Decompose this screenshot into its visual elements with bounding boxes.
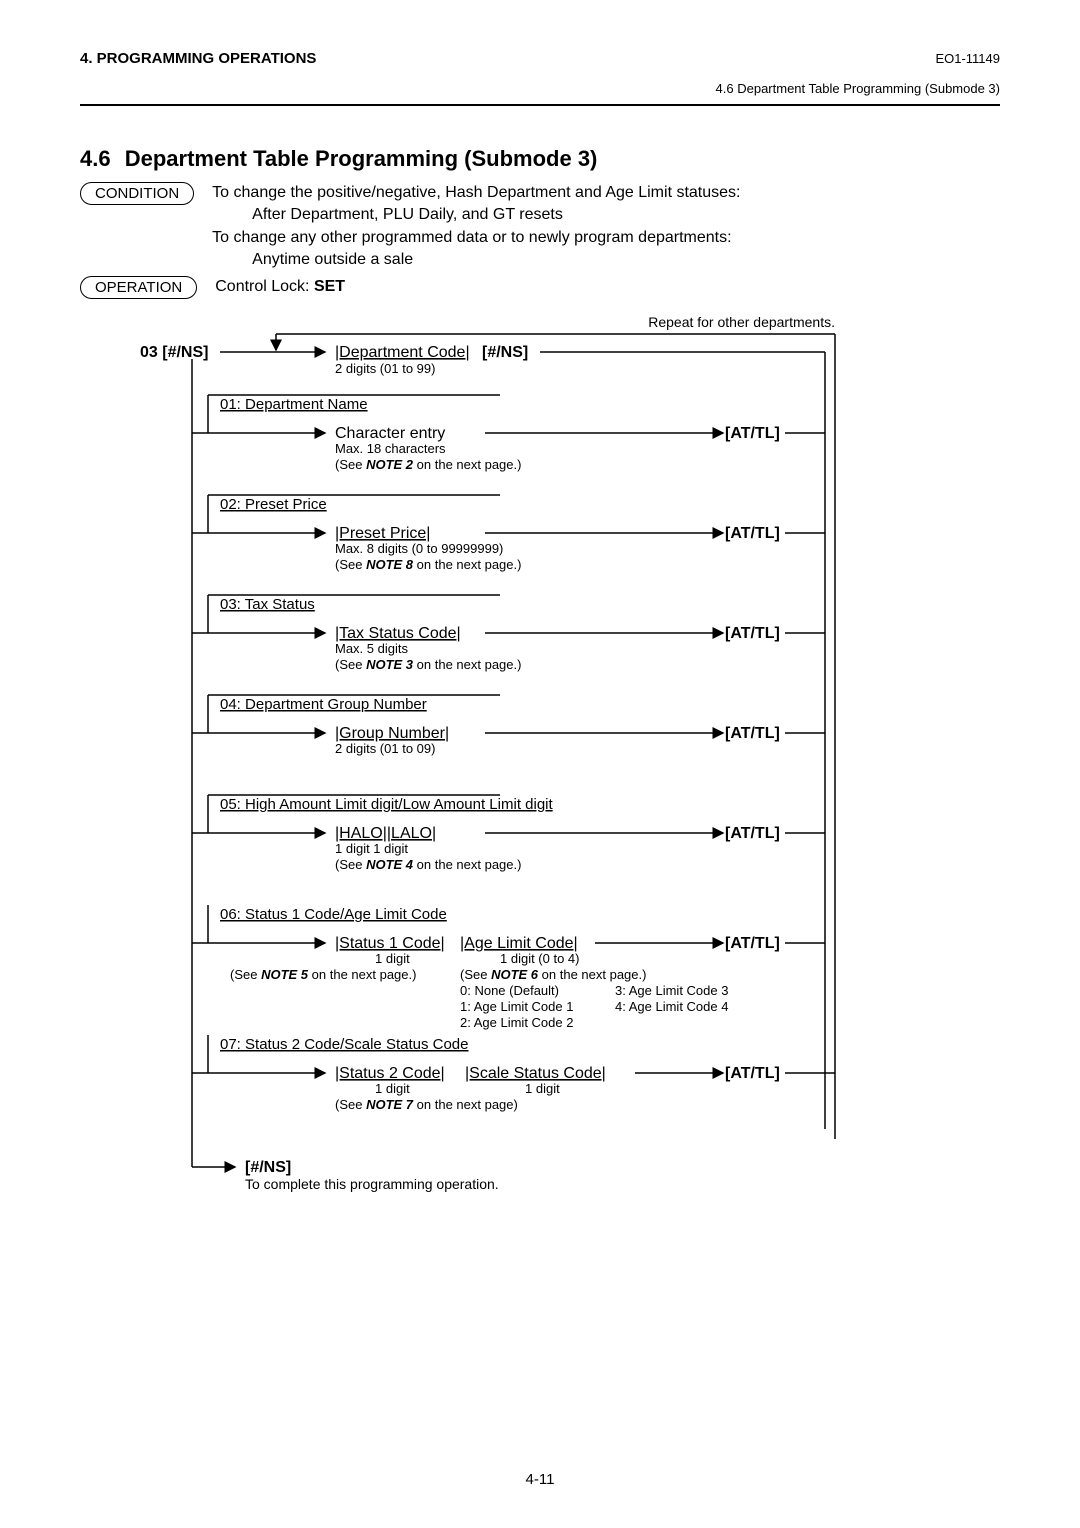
svg-text:|Age Limit Code|: |Age Limit Code| [460,935,578,952]
svg-text:Character entry: Character entry [335,425,445,442]
svg-text:|Preset Price|: |Preset Price| [335,525,430,542]
exit-key: [#/NS] [245,1159,291,1176]
svg-text:Max. 8 digits (0 to 99999999): Max. 8 digits (0 to 99999999) [335,541,503,556]
dept-code-sub: 2 digits (01 to 99) [335,361,435,376]
svg-text:(See NOTE 8 on the next page.): (See NOTE 8 on the next page.) [335,557,521,572]
svg-text:|Tax Status Code|: |Tax Status Code| [335,625,461,642]
svg-text:Max. 18 characters: Max. 18 characters [335,441,446,456]
page-number: 4-11 [0,1471,1080,1488]
page-header: 4. PROGRAMMING OPERATIONS EO1-11149 [80,50,1000,67]
svg-text:[AT/TL]: [AT/TL] [725,1065,780,1082]
exit-note: To complete this programming operation. [245,1176,499,1192]
svg-text:|Status 2 Code|: |Status 2 Code| [335,1065,445,1082]
svg-text:[AT/TL]: [AT/TL] [725,725,780,742]
svg-text:2: Age Limit Code 2: 2: Age Limit Code 2 [460,1015,573,1030]
svg-text:(See NOTE 6 on the next page.): (See NOTE 6 on the next page.) [460,967,646,982]
svg-text:02: Preset Price: 02: Preset Price [220,496,327,513]
dept-code-field: |Department Code| [335,344,470,361]
svg-text:|Scale Status Code|: |Scale Status Code| [465,1065,606,1082]
entry-key: 03 [#/NS] [140,344,208,361]
svg-text:1: Age Limit Code 1: 1: Age Limit Code 1 [460,999,573,1014]
svg-text:|HALO||LALO|: |HALO||LALO| [335,825,436,842]
dept-code-key: [#/NS] [482,344,528,361]
condition-line2: After Department, PLU Daily, and GT rese… [252,204,740,226]
header-subsection: 4.6 Department Table Programming (Submod… [80,81,1000,96]
svg-text:(See NOTE 4 on the next page.): (See NOTE 4 on the next page.) [335,857,521,872]
svg-text:[AT/TL]: [AT/TL] [725,525,780,542]
svg-text:[AT/TL]: [AT/TL] [725,935,780,952]
svg-text:2 digits (01 to 09): 2 digits (01 to 09) [335,741,435,756]
svg-text:(See NOTE 5 on the next page.): (See NOTE 5 on the next page.) [230,967,416,982]
page: 4. PROGRAMMING OPERATIONS EO1-11149 4.6 … [0,0,1080,1528]
svg-text:(See NOTE 2 on the next page.): (See NOTE 2 on the next page.) [335,457,521,472]
condition-line4: Anytime outside a sale [252,249,740,271]
svg-text:[AT/TL]: [AT/TL] [725,825,780,842]
svg-text:0: None (Default): 0: None (Default) [460,983,559,998]
diagram-items: 01: Department Name Character entry [AT/TL… [192,395,835,1112]
header-rule [80,104,1000,106]
condition-line1: To change the positive/negative, Hash De… [212,182,740,204]
svg-text:1 digit (0 to 4): 1 digit (0 to 4) [500,951,580,966]
intro-block: CONDITION To change the positive/negativ… [80,182,1000,299]
svg-text:1 digit: 1 digit [525,1081,560,1096]
diagram: Repeat for other departments. 03 [#/NS] … [80,309,1000,1324]
header-doc-id: EO1-11149 [935,51,1000,66]
svg-text:05: High Amount Limit digit/Lo: 05: High Amount Limit digit/Low Amount L… [220,796,553,813]
svg-text:(See NOTE 3 on the next page.): (See NOTE 3 on the next page.) [335,657,521,672]
svg-text:04: Department Group Number: 04: Department Group Number [220,696,427,713]
section-title: 4.6 Department Table Programming (Submod… [80,146,1000,172]
svg-text:|Group Number|: |Group Number| [335,725,449,742]
operation-text: Control Lock: [215,278,314,295]
svg-text:1 digit 1 digit: 1 digit 1 digit [335,841,408,856]
svg-text:(See NOTE 7 on the next page): (See NOTE 7 on the next page) [335,1097,518,1112]
operation-set: SET [314,278,345,295]
operation-pill: OPERATION [80,276,197,299]
svg-text:01: Department Name: 01: Department Name [220,396,368,413]
svg-text:07: Status 2 Code/Scale Status: 07: Status 2 Code/Scale Status Code [220,1036,469,1053]
section-number: 4.6 [80,146,111,172]
repeat-note: Repeat for other departments. [648,314,835,330]
svg-text:06: Status 1 Code/Age Limit Co: 06: Status 1 Code/Age Limit Code [220,906,447,923]
svg-text:[AT/TL]: [AT/TL] [725,425,780,442]
svg-text:[AT/TL]: [AT/TL] [725,625,780,642]
section-heading: Department Table Programming (Submode 3) [125,146,598,171]
svg-text:3: Age Limit Code 3: 3: Age Limit Code 3 [615,983,728,998]
svg-text:1 digit: 1 digit [375,951,410,966]
svg-text:03: Tax Status: 03: Tax Status [220,596,315,613]
svg-text:1 digit: 1 digit [375,1081,410,1096]
condition-pill: CONDITION [80,182,194,205]
svg-text:|Status 1 Code|: |Status 1 Code| [335,935,445,952]
condition-line3: To change any other programmed data or t… [212,227,740,249]
svg-text:Max. 5 digits: Max. 5 digits [335,641,408,656]
svg-text:4: Age Limit Code 4: 4: Age Limit Code 4 [615,999,728,1014]
header-chapter: 4. PROGRAMMING OPERATIONS [80,50,316,67]
